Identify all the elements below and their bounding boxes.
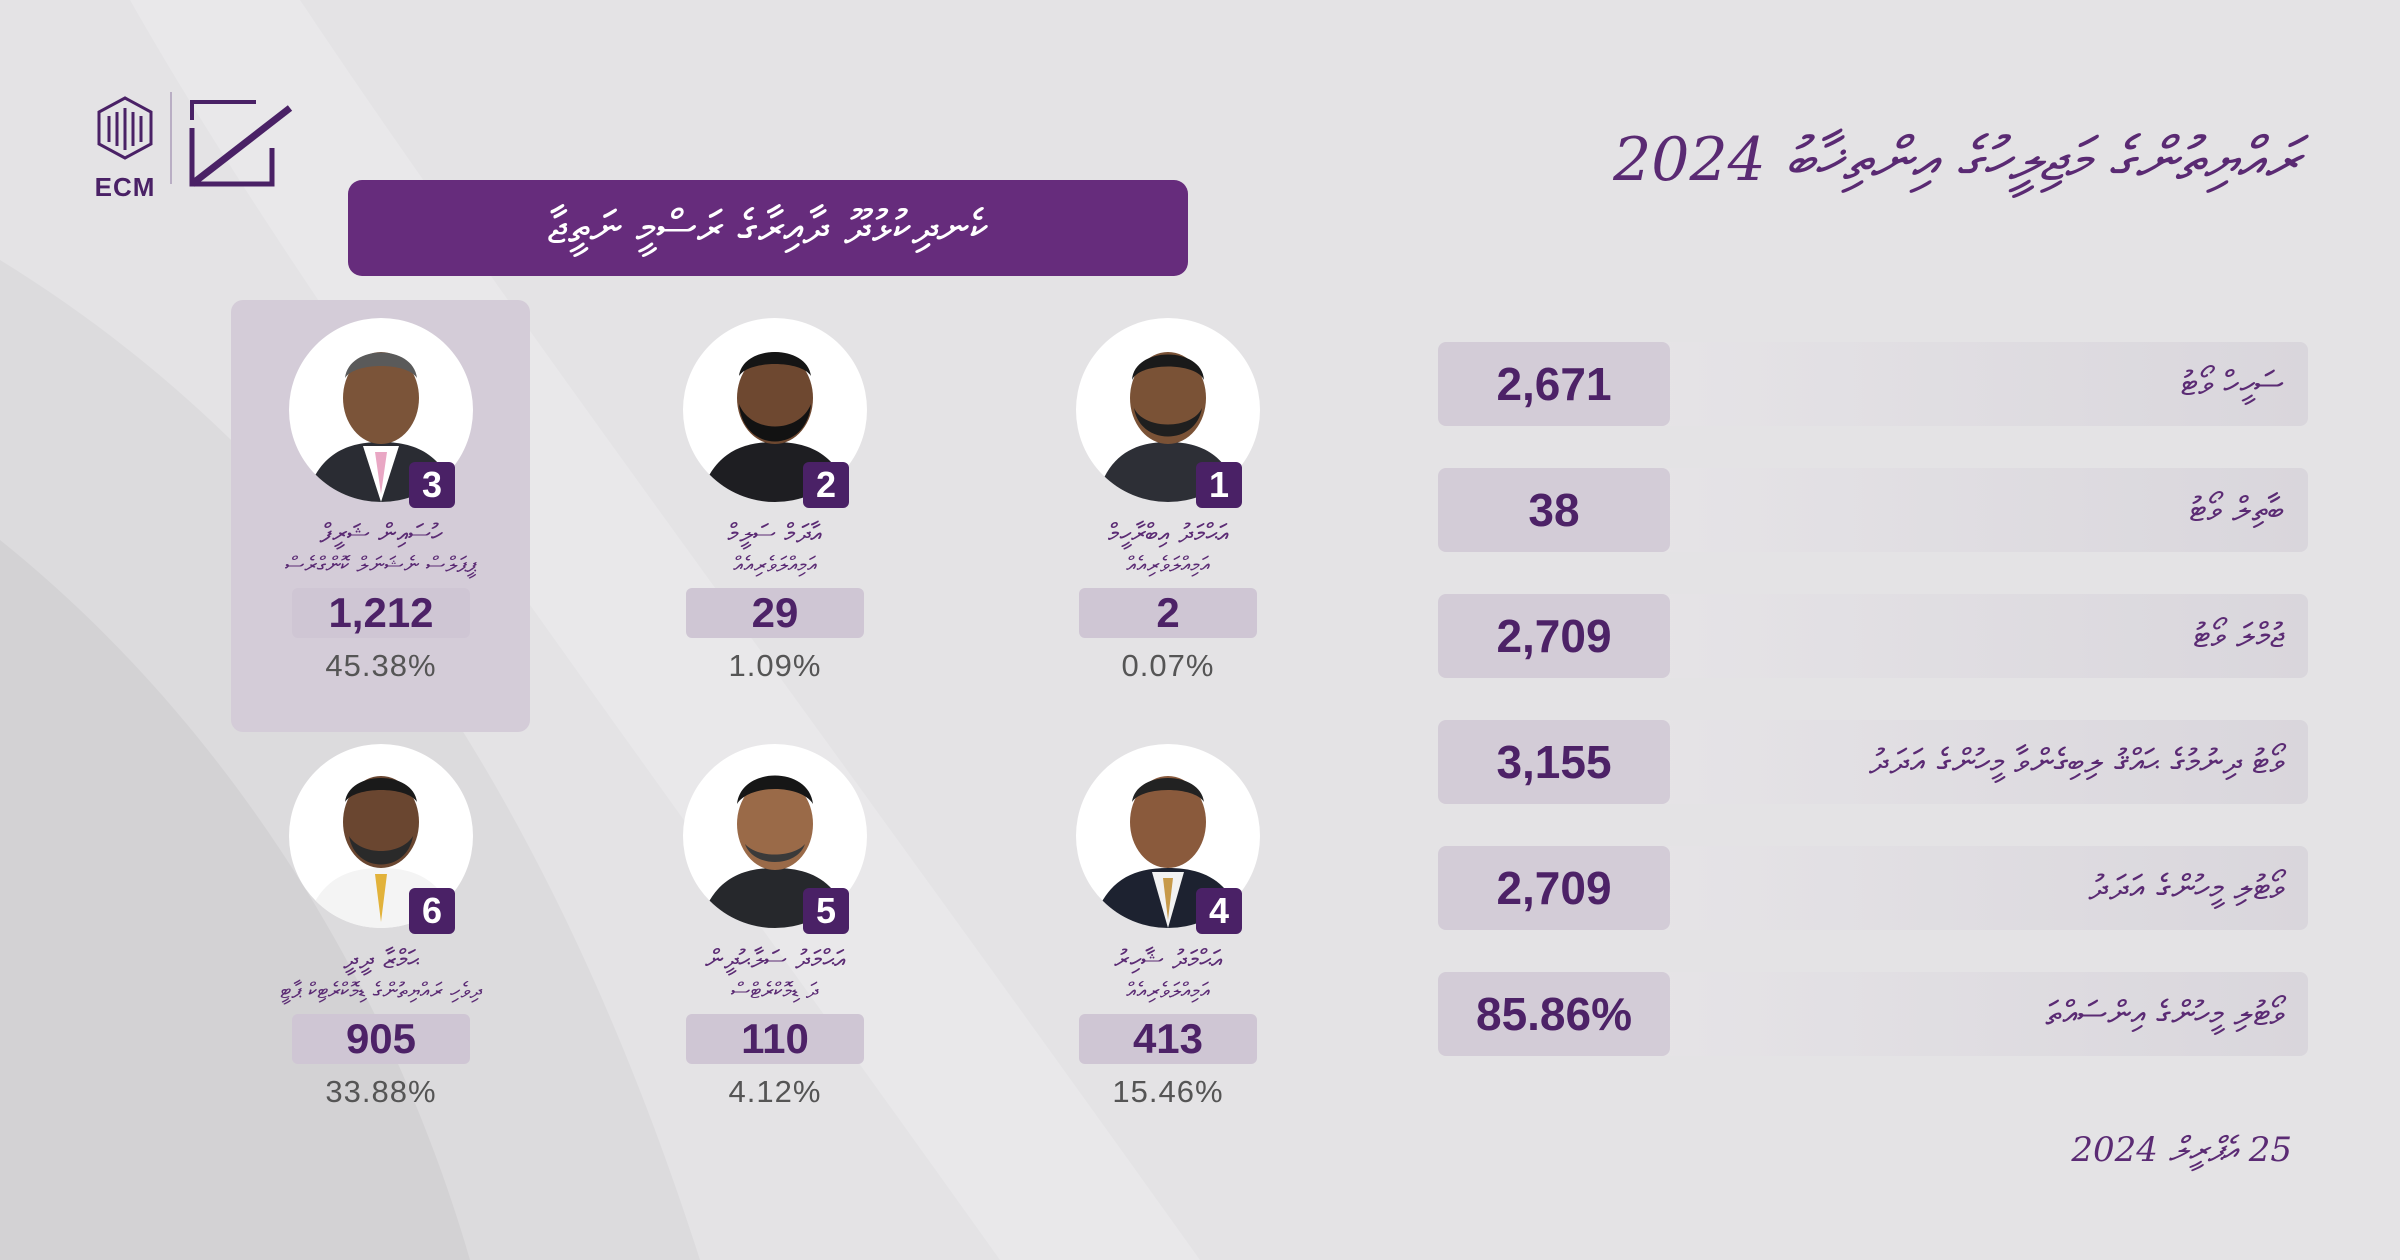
- candidate-votes: 2: [1079, 588, 1257, 638]
- candidate-name-line: އާދަމް ސަލީމް: [727, 519, 823, 549]
- candidate-party: ދަ ޑިމޮކްރެޓްސް: [730, 979, 820, 1004]
- candidate-percent: 33.88%: [325, 1074, 437, 1109]
- candidate-photo: 5: [683, 744, 867, 934]
- candidate-photo: 4: [1076, 744, 1260, 934]
- candidate-votes: 905: [292, 1014, 470, 1064]
- candidate-party: އަމިއްލަވެރިއެއް: [1126, 553, 1210, 578]
- stat-value: 2,709: [1438, 846, 1670, 930]
- candidate-votes: 413: [1079, 1014, 1257, 1064]
- candidate-number-badge: 5: [803, 888, 849, 934]
- candidate-percent: 1.09%: [728, 648, 822, 683]
- candidate-name-line: ހުސައިން ޝަރީފް: [319, 519, 443, 549]
- candidate-number-badge: 6: [409, 888, 455, 934]
- candidate-name: އަޙްމަދު ސަލާޙުދީން ދަ ޑިމޮކްރެޓްސް: [625, 944, 925, 1008]
- candidate-name-line: ޙަމްޒާ ދީދީ: [343, 945, 419, 975]
- ecm-logo-text: ECM: [94, 172, 156, 202]
- candidate-party: އަމިއްލަވެރިއެއް: [733, 553, 817, 578]
- stat-bar: [1638, 720, 2308, 804]
- stat-bar: [1638, 342, 2308, 426]
- date-label: 25 އެޕްރީލް 2024: [2071, 1130, 2292, 1170]
- candidate-card: 2 އާދަމް ސަލީމް އަމިއްލަވެރިއެއް 29 1.09…: [625, 318, 925, 684]
- candidate-card: 6 ޙަމްޒާ ދީދީ ދިވެހި ރައްޔިތުންގެ ޑިމޮކް…: [231, 744, 531, 1110]
- candidate-percent: 0.07%: [1121, 648, 1215, 683]
- stat-bar: [1638, 468, 2308, 552]
- candidate-percent: 4.12%: [728, 1074, 822, 1109]
- vote-logo-icon: [189, 100, 293, 187]
- candidate-votes: 110: [686, 1014, 864, 1064]
- page-title: ރައްޔިތުންގެ މަޖިލީހުގެ އިންތިޚާބު 2024: [1613, 125, 2300, 195]
- ecm-logo: ECM: [92, 96, 158, 203]
- candidate-photo: 2: [683, 318, 867, 508]
- candidate-votes: 29: [686, 588, 864, 638]
- candidate-name-line: އަޙްމަދު ސަލާޙުދީން: [705, 945, 845, 975]
- candidate-card: 3 ހުސައިން ޝަރީފް ޕީޕަލްސް ނެޝަނަލް ކޮން…: [231, 318, 531, 684]
- stat-label: ޖުމްލަ ވޯޓު: [2193, 616, 2284, 656]
- candidate-name-line: އަޙްމަދު ޝާހިރު: [1114, 945, 1222, 975]
- stat-value: 2,709: [1438, 594, 1670, 678]
- candidate-name: އަޙްމަދު ޝާހިރު އަމިއްލަވެރިއެއް: [1018, 944, 1318, 1008]
- stat-value: 85.86%: [1438, 972, 1670, 1056]
- ecm-emblem-icon: [97, 96, 153, 160]
- stat-row-valid-votes: ސަހީހް ވޯޓު 2,671: [1438, 342, 2308, 426]
- candidate-number-badge: 2: [803, 462, 849, 508]
- stat-value: 38: [1438, 468, 1670, 552]
- candidate-photo: 1: [1076, 318, 1260, 508]
- results-heading-banner: ކެނދިކުޅުދޫ ދާއިރާގެ ރަސްމީ ނަތީޖާ: [348, 180, 1188, 276]
- candidate-party: އަމިއްލަވެރިއެއް: [1126, 979, 1210, 1004]
- stat-bar: [1638, 594, 2308, 678]
- logo-divider: [170, 92, 172, 184]
- stat-label: ވޯޓު ދިނުމުގެ ޙައްޤު ލިބިގެންވާ މީހުންގެ…: [1868, 742, 2284, 782]
- candidate-card: 1 އަޙްމަދު އިބްރާހީމް އަމިއްލަވެރިއެއް 2…: [1018, 318, 1318, 684]
- stat-label: ބާތިލް ވޯޓު: [2189, 490, 2284, 530]
- stat-bar: [1638, 846, 2308, 930]
- candidate-number-badge: 4: [1196, 888, 1242, 934]
- candidate-card: 5 އަޙްމަދު ސަލާޙުދީން ދަ ޑިމޮކްރެޓްސް 11…: [625, 744, 925, 1110]
- candidate-name-line: އަޙްމަދު އިބްރާހީމް: [1107, 519, 1229, 549]
- stat-row-eligible-voters: ވޯޓު ދިނުމުގެ ޙައްޤު ލިބިގެންވާ މީހުންގެ…: [1438, 720, 2308, 804]
- person-avatar-icon: [305, 352, 457, 502]
- stat-row-voters: ވޯޓުލި މީހުންގެ އަދަދު 2,709: [1438, 846, 2308, 930]
- candidate-name: އަޙްމަދު އިބްރާހީމް އަމިއްލަވެރިއެއް: [1018, 518, 1318, 582]
- candidate-party: ޕީޕަލްސް ނެޝަނަލް ކޮންގްރެސް: [285, 553, 477, 578]
- candidate-card: 4 އަޙްމަދު ޝާހިރު އަމިއްލަވެރިއެއް 413 1…: [1018, 744, 1318, 1110]
- candidate-party: ދިވެހި ރައްޔިތުންގެ ޑިމޮކްރެޓިކް ޕާޓީ: [280, 979, 482, 1004]
- stat-row-turnout: ވޯޓުލި މީހުންގެ އިންސައްތަ 85.86%: [1438, 972, 2308, 1056]
- candidate-number-badge: 1: [1196, 462, 1242, 508]
- stat-bar: [1638, 972, 2308, 1056]
- candidate-votes: 1,212: [292, 588, 470, 638]
- candidate-photo: 6: [289, 744, 473, 934]
- candidate-percent: 45.38%: [325, 648, 437, 683]
- results-heading: ކެނދިކުޅުދޫ ދާއިރާގެ ރަސްމީ ނަތީޖާ: [547, 200, 989, 254]
- stat-value: 3,155: [1438, 720, 1670, 804]
- stat-label: ސަހީހް ވޯޓު: [2180, 364, 2284, 404]
- candidate-photo: 3: [289, 318, 473, 508]
- stat-label: ވޯޓުލި މީހުންގެ އިންސައްތަ: [2045, 994, 2284, 1034]
- candidate-percent: 15.46%: [1112, 1074, 1224, 1109]
- stat-value: 2,671: [1438, 342, 1670, 426]
- stat-label: ވޯޓުލި މީހުންގެ އަދަދު: [2088, 868, 2284, 908]
- stat-row-total-votes: ޖުމްލަ ވޯޓު 2,709: [1438, 594, 2308, 678]
- candidate-name: ޙަމްޒާ ދީދީ ދިވެހި ރައްޔިތުންގެ ޑިމޮކްރެ…: [231, 944, 531, 1008]
- candidate-number-badge: 3: [409, 462, 455, 508]
- candidate-name: ހުސައިން ޝަރީފް ޕީޕަލްސް ނެޝަނަލް ކޮންގް…: [231, 518, 531, 582]
- stat-row-invalid-votes: ބާތިލް ވޯޓު 38: [1438, 468, 2308, 552]
- candidate-name: އާދަމް ސަލީމް އަމިއްލަވެރިއެއް: [625, 518, 925, 582]
